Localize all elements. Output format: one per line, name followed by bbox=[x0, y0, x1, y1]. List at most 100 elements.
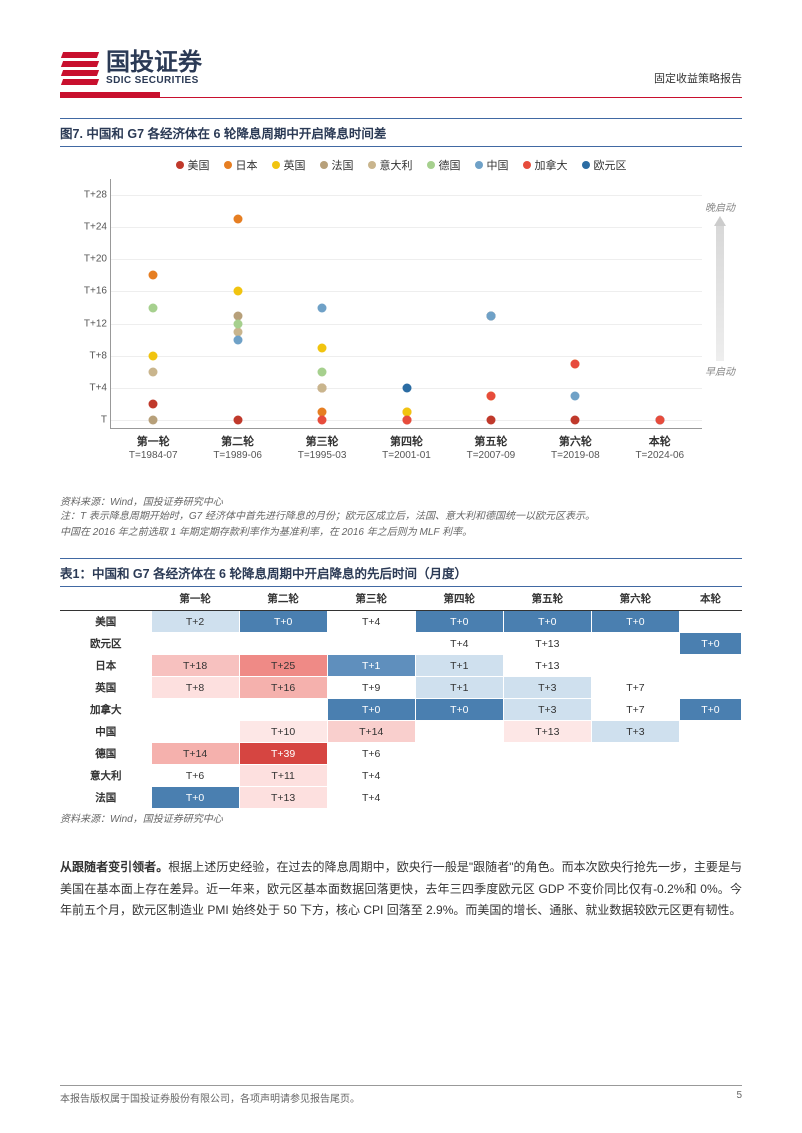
table-cell bbox=[151, 633, 239, 655]
table-cell bbox=[239, 633, 327, 655]
table-cell: T+6 bbox=[151, 765, 239, 787]
table-cell: T+11 bbox=[239, 765, 327, 787]
data-point bbox=[318, 367, 327, 376]
legend-label: 美国 bbox=[188, 157, 210, 173]
figure7-source: 资料来源：Wind，国投证券研究中心 bbox=[60, 493, 742, 508]
table-cell: T+0 bbox=[415, 699, 503, 721]
x-tick-label: 第一轮T=1984-07 bbox=[129, 435, 178, 462]
data-point bbox=[233, 287, 242, 296]
table-cell: T+13 bbox=[239, 787, 327, 809]
x-tick-label: 本轮T=2024-06 bbox=[635, 435, 684, 462]
footer-copyright: 本报告版权属于国投证券股份有限公司，各项声明请参见报告尾页。 bbox=[60, 1090, 360, 1105]
legend-item: 德国 bbox=[427, 157, 461, 173]
table-cell bbox=[679, 787, 741, 809]
table-cell: T+4 bbox=[327, 611, 415, 633]
table-cell bbox=[151, 699, 239, 721]
legend-label: 法国 bbox=[332, 157, 354, 173]
table-cell bbox=[503, 765, 591, 787]
table1: 第一轮第二轮第三轮第四轮第五轮第六轮本轮美国T+2T+0T+4T+0T+0T+0… bbox=[60, 587, 742, 809]
table-cell bbox=[239, 699, 327, 721]
data-point bbox=[402, 383, 411, 392]
legend-dot-icon bbox=[475, 161, 483, 169]
table-cell: T+0 bbox=[327, 699, 415, 721]
table-column-header: 第四轮 bbox=[415, 587, 503, 611]
table-cell: T+13 bbox=[503, 721, 591, 743]
data-point bbox=[233, 319, 242, 328]
data-point bbox=[233, 215, 242, 224]
table-cell bbox=[591, 655, 679, 677]
y-tick-label: T+8 bbox=[73, 350, 107, 361]
table-cell: T+3 bbox=[591, 721, 679, 743]
table-cell: T+2 bbox=[151, 611, 239, 633]
y-tick-label: T+4 bbox=[73, 382, 107, 393]
table-row-header: 意大利 bbox=[61, 765, 152, 787]
data-point bbox=[318, 415, 327, 424]
footer-page-number: 5 bbox=[736, 1090, 742, 1105]
page-footer: 本报告版权属于国投证券股份有限公司，各项声明请参见报告尾页。 5 bbox=[60, 1085, 742, 1105]
y-tick-label: T+16 bbox=[73, 286, 107, 297]
data-point bbox=[571, 391, 580, 400]
table-cell: T+0 bbox=[679, 699, 741, 721]
table-cell bbox=[327, 633, 415, 655]
legend-dot-icon bbox=[523, 161, 531, 169]
table-column-header: 第一轮 bbox=[151, 587, 239, 611]
y-tick-label: T bbox=[73, 414, 107, 425]
company-name-cn: 国投证券 bbox=[106, 51, 202, 75]
table-cell: T+0 bbox=[503, 611, 591, 633]
data-point bbox=[486, 391, 495, 400]
table-cell bbox=[415, 743, 503, 765]
legend-label: 意大利 bbox=[380, 157, 413, 173]
data-point bbox=[655, 415, 664, 424]
table-cell: T+3 bbox=[503, 677, 591, 699]
legend-dot-icon bbox=[224, 161, 232, 169]
company-name-en: SDIC SECURITIES bbox=[106, 75, 202, 86]
arrow-top-label: 晚启动 bbox=[705, 199, 735, 214]
data-point bbox=[318, 303, 327, 312]
paragraph-lead: 从跟随者变引领者。 bbox=[60, 860, 168, 874]
table-cell: T+8 bbox=[151, 677, 239, 699]
table-cell: T+4 bbox=[415, 633, 503, 655]
table-cell bbox=[679, 721, 741, 743]
table-cell: T+1 bbox=[327, 655, 415, 677]
table-row-header: 中国 bbox=[61, 721, 152, 743]
legend-dot-icon bbox=[368, 161, 376, 169]
legend-label: 欧元区 bbox=[594, 157, 627, 173]
table-cell: T+16 bbox=[239, 677, 327, 699]
table-cell: T+9 bbox=[327, 677, 415, 699]
table-cell bbox=[591, 765, 679, 787]
table-cell: T+13 bbox=[503, 655, 591, 677]
table-cell bbox=[679, 611, 741, 633]
legend-dot-icon bbox=[320, 161, 328, 169]
page-header: 国投证券 SDIC SECURITIES 固定收益策略报告 bbox=[60, 50, 742, 86]
x-tick-label: 第三轮T=1995-03 bbox=[298, 435, 347, 462]
table-cell: T+25 bbox=[239, 655, 327, 677]
table-column-header: 第六轮 bbox=[591, 587, 679, 611]
legend-label: 英国 bbox=[284, 157, 306, 173]
table-cell: T+39 bbox=[239, 743, 327, 765]
table-cell: T+13 bbox=[503, 633, 591, 655]
data-point bbox=[486, 415, 495, 424]
legend-item: 欧元区 bbox=[582, 157, 627, 173]
legend-label: 日本 bbox=[236, 157, 258, 173]
table-row: 欧元区T+4T+13T+0 bbox=[61, 633, 742, 655]
table-cell bbox=[591, 743, 679, 765]
legend-item: 意大利 bbox=[368, 157, 413, 173]
table-row: 德国T+14T+39T+6 bbox=[61, 743, 742, 765]
table-row-header: 法国 bbox=[61, 787, 152, 809]
arrow-annotation: 晚启动 早启动 bbox=[708, 199, 732, 378]
data-point bbox=[486, 311, 495, 320]
table-cell bbox=[679, 743, 741, 765]
table-cell: T+0 bbox=[679, 633, 741, 655]
logo-mark-icon bbox=[60, 50, 100, 86]
header-rule bbox=[60, 97, 742, 98]
table-cell bbox=[415, 765, 503, 787]
table-cell: T+4 bbox=[327, 787, 415, 809]
data-point bbox=[318, 383, 327, 392]
table-cell: T+6 bbox=[327, 743, 415, 765]
x-tick-label: 第五轮T=2007-09 bbox=[467, 435, 516, 462]
legend-dot-icon bbox=[176, 161, 184, 169]
table-cell bbox=[503, 743, 591, 765]
table-cell bbox=[503, 787, 591, 809]
y-tick-label: T+12 bbox=[73, 318, 107, 329]
chart-legend: 美国日本英国法国意大利德国中国加拿大欧元区 bbox=[60, 157, 742, 173]
